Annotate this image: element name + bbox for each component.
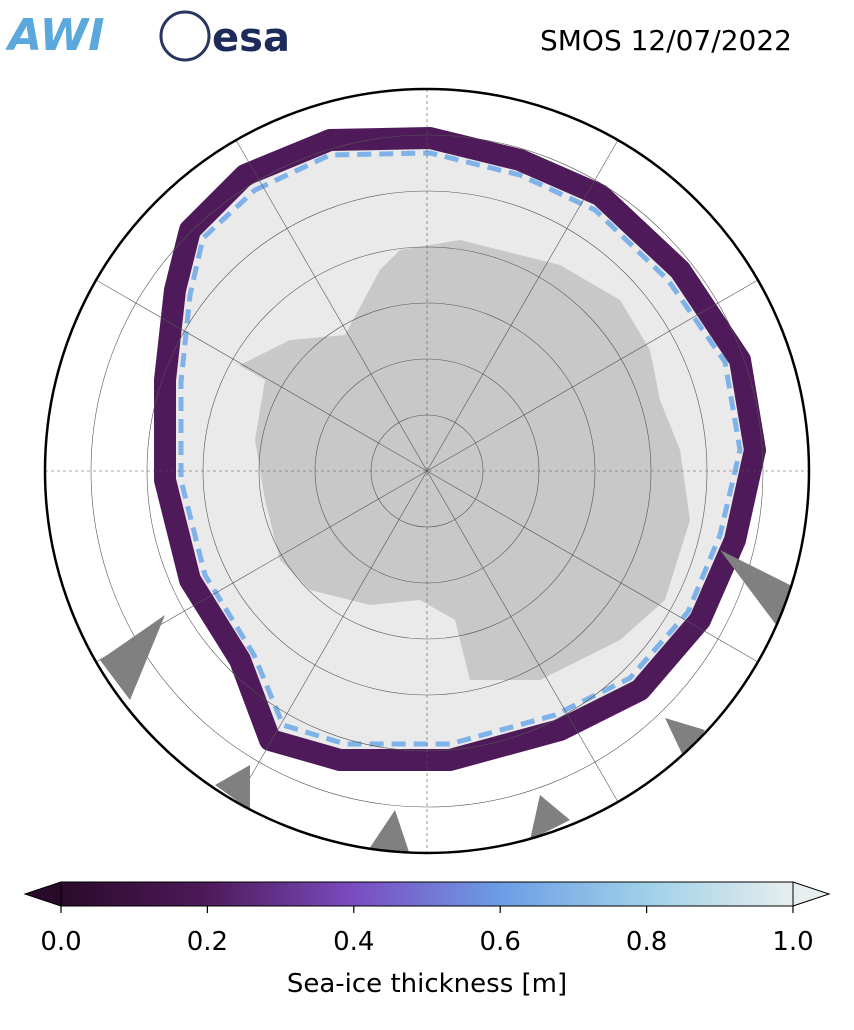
colorbar-label: Sea-ice thickness [m] xyxy=(287,969,567,999)
tick-label: 0.4 xyxy=(333,927,374,957)
tick-label: 0.0 xyxy=(40,927,81,957)
map xyxy=(45,89,809,853)
title: SMOS 12/07/2022 xyxy=(540,24,792,57)
tick-label: 0.8 xyxy=(626,927,667,957)
tick-label: 0.6 xyxy=(480,927,521,957)
tick-label: 0.2 xyxy=(187,927,228,957)
map-border xyxy=(43,87,811,855)
awi-logo: AWI xyxy=(5,10,105,61)
colorbar-scale xyxy=(60,881,794,907)
antarctica xyxy=(255,240,690,680)
colorbar-extend-low xyxy=(23,881,62,907)
graticule xyxy=(45,89,809,853)
tick-label: 1.0 xyxy=(772,927,813,957)
colorbar-extend-high xyxy=(792,881,831,907)
esa-logo-mark xyxy=(159,10,211,62)
esa-logo: esa xyxy=(212,15,290,61)
colorbar xyxy=(23,881,831,907)
land-mask xyxy=(100,550,800,853)
ice-edge xyxy=(178,150,743,747)
